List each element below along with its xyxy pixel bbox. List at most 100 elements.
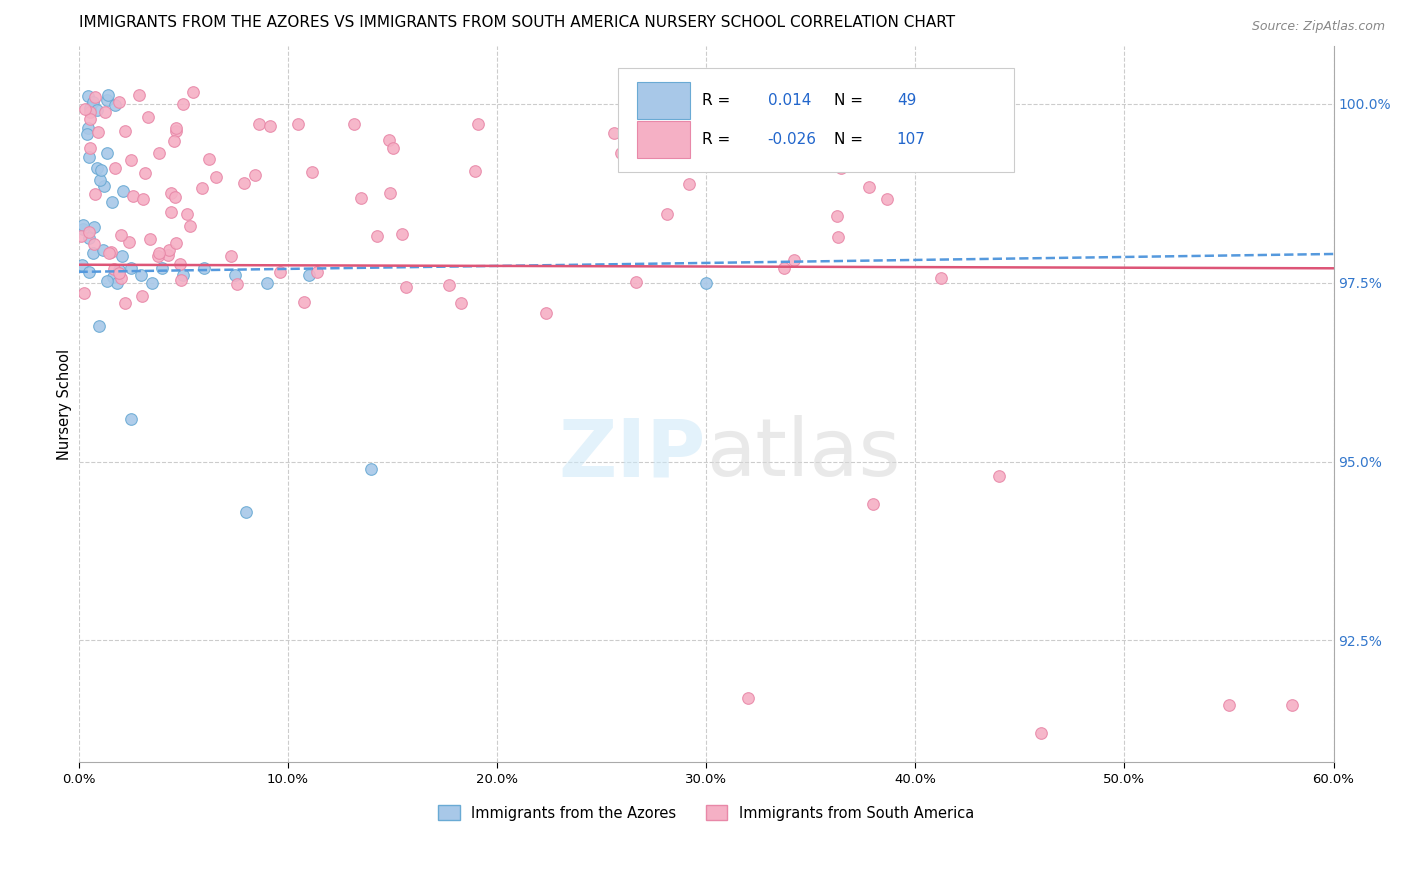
Point	[107, 263, 129, 277]
Point	[772, 260, 794, 275]
Point	[84, 90, 107, 104]
Text: 49: 49	[897, 93, 917, 108]
Point	[91, 244, 114, 258]
Point	[603, 126, 626, 140]
Point	[391, 227, 413, 241]
Point	[139, 232, 162, 246]
Point	[678, 178, 700, 192]
Point	[193, 261, 215, 276]
Point	[82, 245, 104, 260]
Point	[655, 207, 678, 221]
Point	[269, 265, 291, 279]
Point	[94, 104, 117, 119]
Point	[360, 461, 382, 475]
Point	[120, 411, 142, 425]
Point	[77, 225, 100, 239]
Point	[226, 277, 249, 291]
Point	[77, 150, 100, 164]
Text: R =: R =	[702, 93, 735, 108]
Point	[96, 145, 118, 160]
Point	[79, 105, 101, 120]
Text: -0.026: -0.026	[768, 132, 817, 147]
Point	[120, 261, 142, 276]
Point	[87, 124, 110, 138]
Point	[96, 274, 118, 288]
Point	[848, 110, 870, 124]
Point	[301, 165, 323, 179]
Point	[146, 249, 169, 263]
Point	[827, 229, 849, 244]
Point	[79, 101, 101, 115]
Text: Source: ZipAtlas.com: Source: ZipAtlas.com	[1251, 20, 1385, 33]
Point	[179, 219, 201, 233]
Point	[150, 261, 173, 276]
Point	[122, 189, 145, 203]
Point	[96, 93, 118, 107]
Point	[243, 169, 266, 183]
Text: 0.014: 0.014	[768, 93, 811, 108]
Point	[172, 268, 194, 283]
Point	[117, 235, 139, 249]
Point	[76, 89, 98, 103]
Point	[205, 170, 228, 185]
Point	[97, 246, 120, 260]
Point	[343, 117, 366, 131]
Point	[534, 306, 557, 320]
Point	[350, 191, 373, 205]
Point	[219, 249, 242, 263]
Point	[858, 180, 880, 194]
Point	[165, 124, 187, 138]
Point	[101, 269, 124, 284]
Text: ZIP: ZIP	[558, 416, 706, 493]
Point	[169, 257, 191, 271]
Text: atlas: atlas	[706, 416, 900, 493]
Point	[112, 184, 135, 198]
Point	[287, 117, 309, 131]
Point	[157, 243, 180, 257]
Point	[103, 262, 125, 277]
Point	[114, 295, 136, 310]
Point	[163, 190, 186, 204]
Point	[70, 228, 93, 243]
Point	[70, 258, 93, 272]
Point	[83, 237, 105, 252]
Point	[93, 178, 115, 193]
Point	[79, 265, 101, 279]
Point	[110, 227, 132, 242]
Point	[298, 268, 321, 283]
Point	[165, 235, 187, 250]
Point	[79, 141, 101, 155]
Point	[110, 271, 132, 285]
Point	[79, 112, 101, 127]
Text: R =: R =	[702, 132, 735, 147]
Point	[73, 102, 96, 116]
Point	[134, 166, 156, 180]
Point	[76, 128, 98, 142]
Point	[108, 266, 131, 280]
Point	[89, 173, 111, 187]
Point	[929, 271, 952, 285]
Point	[73, 286, 96, 301]
Point	[82, 95, 104, 109]
Point	[464, 164, 486, 178]
Point	[148, 146, 170, 161]
Point	[72, 218, 94, 232]
Point	[292, 295, 315, 310]
Point	[120, 153, 142, 167]
Point	[224, 268, 246, 283]
Point	[233, 176, 256, 190]
Point	[830, 161, 852, 176]
Point	[148, 245, 170, 260]
Point	[450, 296, 472, 310]
Point	[163, 134, 186, 148]
Point	[825, 209, 848, 223]
Point	[378, 186, 401, 200]
Point	[136, 110, 159, 124]
Point	[86, 103, 108, 118]
Point	[247, 117, 270, 131]
Point	[86, 161, 108, 175]
Point	[181, 86, 204, 100]
Point	[987, 468, 1010, 483]
Point	[467, 117, 489, 131]
Point	[170, 273, 193, 287]
